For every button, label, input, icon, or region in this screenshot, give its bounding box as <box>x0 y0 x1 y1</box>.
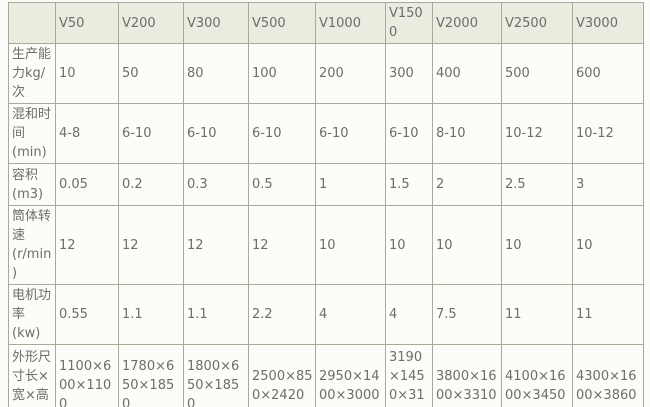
table-cell: 10 <box>315 205 386 285</box>
mixer-spec-table: V50 V200 V300 V500 V1000 V1500 V2000 V2500 V3000… <box>8 2 644 407</box>
table-cell: 0.3 <box>183 163 249 206</box>
table-cell: 0.2 <box>118 163 184 206</box>
table-cell: 10 <box>432 205 502 285</box>
table-cell: 100 <box>248 43 316 104</box>
table-cell: 80 <box>183 43 249 104</box>
column-header: V3000 <box>572 2 644 44</box>
table-cell: 1.5 <box>385 163 433 206</box>
table-row: 筒体转速(r/min) 12 12 12 12 10 10 10 10 10 <box>8 205 644 285</box>
table-row: 混和时间(min) 4-8 6-10 6-10 6-10 6-10 6-10 8-10 10-1… <box>8 103 644 164</box>
corner-cell <box>8 2 56 44</box>
table-cell: 1100×600×1100 <box>55 344 119 407</box>
table-cell: 200 <box>315 43 386 104</box>
table-cell: 6-10 <box>183 103 249 164</box>
table-row: 容积(m3) 0.05 0.2 0.3 0.5 1 1.5 2 2.5 3 <box>8 163 644 206</box>
table-cell: 3800×1600×3310 <box>432 344 502 407</box>
table-cell: 2500×850×2420 <box>248 344 316 407</box>
table-cell: 12 <box>55 205 119 285</box>
table-cell: 12 <box>183 205 249 285</box>
table-cell: 8-10 <box>432 103 502 164</box>
table-cell: 2.5 <box>501 163 573 206</box>
table-cell: 2.2 <box>248 284 316 345</box>
table-cell: 0.55 <box>55 284 119 345</box>
row-label: 生产能力kg/次 <box>8 43 56 104</box>
table-cell: 10 <box>385 205 433 285</box>
column-header: V2000 <box>432 2 502 44</box>
table-cell: 4-8 <box>55 103 119 164</box>
table-cell: 10 <box>501 205 573 285</box>
table-cell: 6-10 <box>118 103 184 164</box>
table-cell: 6-10 <box>248 103 316 164</box>
table-cell: 50 <box>118 43 184 104</box>
table-cell: 0.5 <box>248 163 316 206</box>
table-cell: 1 <box>315 163 386 206</box>
table-cell: 6-10 <box>315 103 386 164</box>
row-label: 容积(m3) <box>8 163 56 206</box>
table-cell: 6-10 <box>385 103 433 164</box>
table-cell: 400 <box>432 43 502 104</box>
table-cell: 4300×1600×3860 <box>572 344 644 407</box>
table-cell: 12 <box>118 205 184 285</box>
column-header: V1500 <box>385 2 433 44</box>
table-cell: 600 <box>572 43 644 104</box>
table-cell: 300 <box>385 43 433 104</box>
column-header: V1000 <box>315 2 386 44</box>
row-label: 电机功率(kw) <box>8 284 56 345</box>
column-header: V200 <box>118 2 184 44</box>
table-cell: 1800×650×1850 <box>183 344 249 407</box>
header-row: V50 V200 V300 V500 V1000 V1500 V2000 V2500 V3000 <box>8 2 644 44</box>
table-cell: 11 <box>501 284 573 345</box>
table-cell: 0.05 <box>55 163 119 206</box>
table-row: 电机功率(kw) 0.55 1.1 1.1 2.2 4 4 7.5 11 11 <box>8 284 644 345</box>
table-cell: 7.5 <box>432 284 502 345</box>
table-cell: 2 <box>432 163 502 206</box>
row-label: 筒体转速(r/min) <box>8 205 56 285</box>
table-cell: 3190×1450×3100 <box>385 344 433 407</box>
column-header: V300 <box>183 2 249 44</box>
table-cell: 12 <box>248 205 316 285</box>
table-cell: 500 <box>501 43 573 104</box>
table-cell: 2950×1400×3000 <box>315 344 386 407</box>
table-row: 外形尺寸长×宽×高(mm)1100×600×11001780×650×18501… <box>8 344 644 407</box>
row-label: 混和时间(min) <box>8 103 56 164</box>
table-cell: 10 <box>55 43 119 104</box>
table-body: 生产能力kg/次 10 50 80 100 200 300 400 500 600 混和时间(min… <box>8 43 644 407</box>
table-row: 生产能力kg/次 10 50 80 100 200 300 400 500 600 <box>8 43 644 104</box>
table-header: V50 V200 V300 V500 V1000 V1500 V2000 V2500 V3000 <box>8 2 644 44</box>
table-cell: 11 <box>572 284 644 345</box>
table-cell: 4100×1600×3450 <box>501 344 573 407</box>
row-label: 外形尺寸长×宽×高(mm) <box>8 344 56 407</box>
column-header: V2500 <box>501 2 573 44</box>
table-cell: 1.1 <box>183 284 249 345</box>
table-cell: 4 <box>315 284 386 345</box>
table-cell: 1.1 <box>118 284 184 345</box>
table-cell: 10 <box>572 205 644 285</box>
table-cell: 10-12 <box>501 103 573 164</box>
table-cell: 1780×650×1850 <box>118 344 184 407</box>
column-header: V500 <box>248 2 316 44</box>
column-header: V50 <box>55 2 119 44</box>
table-cell: 4 <box>385 284 433 345</box>
table-cell: 3 <box>572 163 644 206</box>
table-cell: 10-12 <box>572 103 644 164</box>
